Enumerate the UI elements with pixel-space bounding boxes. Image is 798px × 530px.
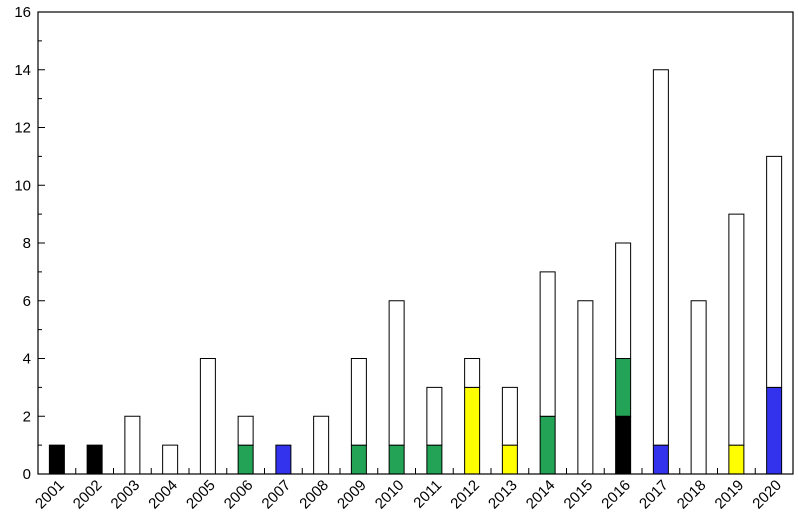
- y-tick-label: 0: [23, 466, 31, 483]
- bar-segment-2012-2: [464, 386, 481, 475]
- bar-segment-2010-1: [388, 444, 405, 475]
- x-tick-label: 2008: [296, 477, 332, 513]
- bar-segment-2002-0: [86, 444, 103, 475]
- x-tick-label: 2010: [372, 477, 408, 513]
- bar-segment-2009-4: [350, 358, 367, 446]
- bar-segment-2017-4: [652, 69, 669, 446]
- x-tick-label: 2003: [108, 477, 144, 513]
- bar-segment-2020-3: [766, 386, 783, 475]
- x-tick-label: 2011: [410, 477, 445, 512]
- y-tick-label: 12: [14, 120, 31, 137]
- bar-segment-2013-4: [501, 386, 518, 446]
- x-tick-label: 2009: [334, 477, 370, 513]
- bar-segment-2006-4: [237, 415, 254, 446]
- y-tick-label: 14: [14, 62, 31, 79]
- bar-segment-2016-4: [615, 242, 632, 359]
- y-tick-label: 16: [14, 4, 31, 21]
- x-tick-label: 2019: [712, 477, 748, 513]
- plot-frame: [37, 11, 794, 475]
- bar-segment-2011-1: [426, 444, 443, 475]
- bar-segment-2017-3: [652, 444, 669, 475]
- bar-segment-2008-4: [313, 415, 330, 475]
- bar-segment-2004-4: [162, 444, 179, 475]
- bar-segment-2013-2: [501, 444, 518, 475]
- y-tick-label: 8: [23, 235, 31, 252]
- x-tick-label: 2017: [636, 477, 672, 513]
- y-tick-label: 6: [23, 293, 31, 310]
- bar-segment-2007-3: [275, 444, 292, 475]
- y-tick-label: 10: [14, 177, 31, 194]
- bar-segment-2001-0: [48, 444, 65, 475]
- x-tick-label: 2007: [259, 477, 295, 513]
- bar-segment-2006-1: [237, 444, 254, 475]
- x-tick-label: 2001: [32, 477, 68, 513]
- bar-segment-2003-4: [124, 415, 141, 475]
- x-tick-label: 2018: [674, 477, 710, 513]
- bar-segment-2010-4: [388, 300, 405, 446]
- x-tick-label: 2015: [561, 477, 597, 513]
- bar-segment-2005-4: [199, 358, 216, 475]
- x-tick-label: 2016: [598, 477, 634, 513]
- x-tick-label: 2006: [221, 477, 257, 513]
- bar-segment-2016-0: [615, 415, 632, 475]
- bar-segment-2019-4: [728, 213, 745, 446]
- bar-segment-2016-1: [615, 358, 632, 417]
- x-tick-label: 2004: [145, 477, 181, 513]
- bar-segment-2009-1: [350, 444, 367, 475]
- x-tick-label: 2020: [749, 477, 785, 513]
- bar-segment-2011-4: [426, 386, 443, 446]
- bar-segment-2020-4: [766, 155, 783, 388]
- y-axis: 0 2 4 6 8 10 12 14 16: [14, 4, 45, 483]
- x-axis: 2001 2002 2003 2004 2005 2006 2007 2008 2009 2010…: [32, 468, 785, 512]
- bar-segment-2018-4: [690, 300, 707, 475]
- bar-segment-2019-2: [728, 444, 745, 475]
- y-tick-label: 2: [23, 408, 31, 425]
- bars-layer: [48, 69, 783, 475]
- bar-segment-2014-4: [539, 271, 556, 417]
- x-tick-label: 2014: [523, 477, 559, 513]
- x-tick-label: 2005: [183, 477, 219, 513]
- bar-segment-2015-4: [577, 300, 594, 475]
- x-tick-label: 2002: [70, 477, 106, 513]
- bar-segment-2014-1: [539, 415, 556, 475]
- y-tick-label: 4: [23, 351, 31, 368]
- x-tick-label: 2013: [485, 477, 521, 513]
- bar-segment-2012-4: [464, 358, 481, 388]
- x-tick-label: 2012: [447, 477, 483, 513]
